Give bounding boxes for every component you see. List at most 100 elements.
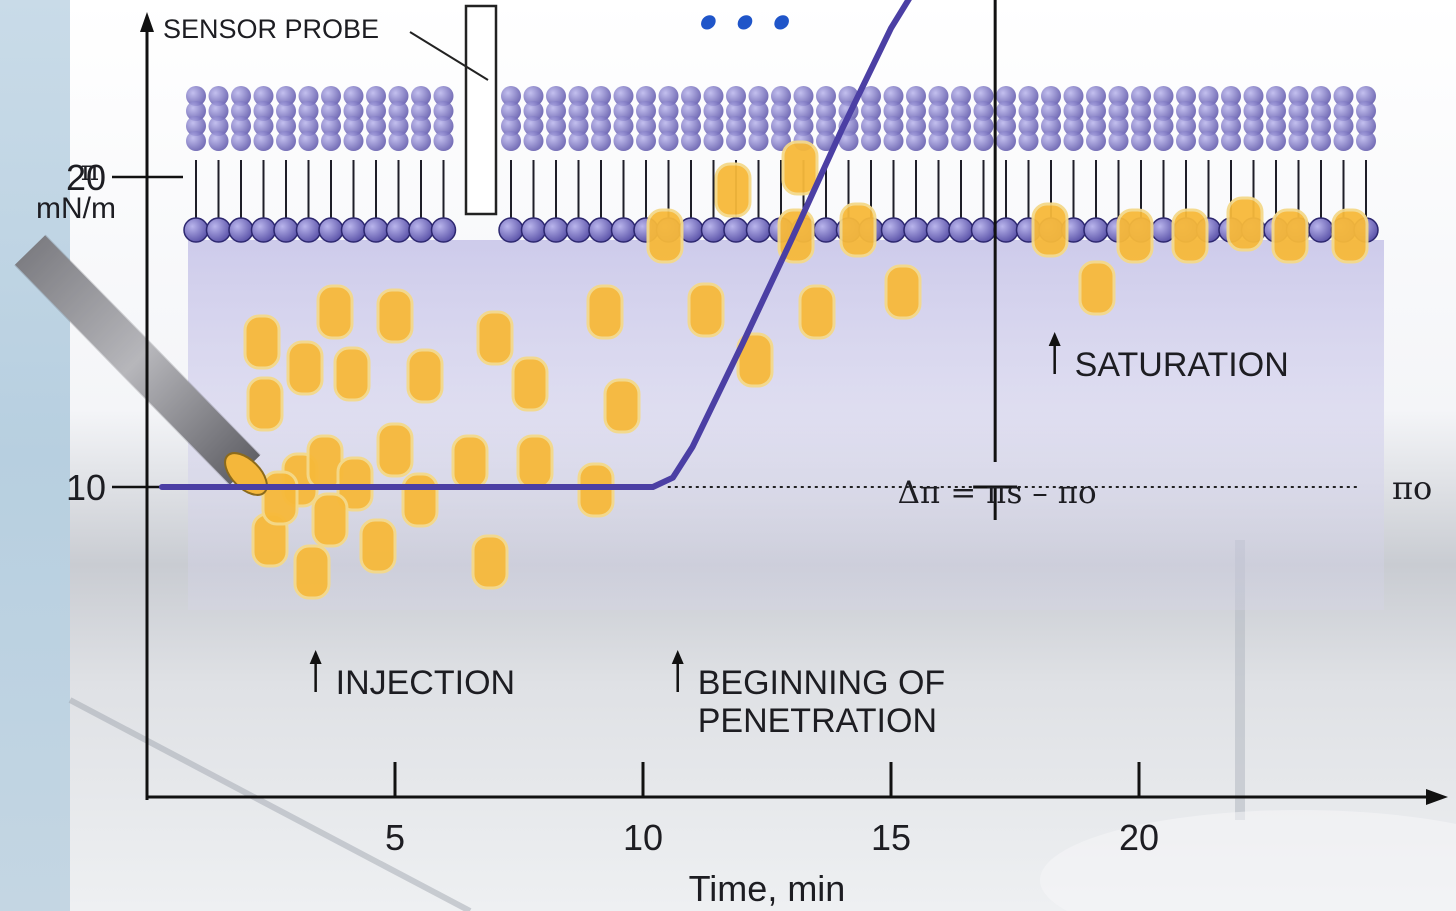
- lipid-head-back: [1198, 86, 1219, 106]
- lipid-head-back: [928, 86, 949, 106]
- lipid-head-back: [996, 86, 1016, 106]
- lipid-head-back: [321, 101, 341, 121]
- lipid-head-back: [973, 116, 994, 136]
- lipid-head-back: [1288, 131, 1309, 151]
- lipid-head: [925, 217, 952, 243]
- lipid-head-back: [1288, 116, 1309, 136]
- lipid-head: [408, 217, 434, 243]
- lipid-head-back: [231, 116, 251, 136]
- molecule: [1331, 208, 1369, 264]
- lipid-head-back: [703, 86, 724, 106]
- lipid-head-back: [681, 131, 701, 151]
- molecule: [1031, 202, 1069, 258]
- lipid-head-back: [298, 86, 319, 106]
- lipid-head-back: [1108, 101, 1129, 121]
- lipid-head-back: [726, 131, 746, 151]
- lipid-head: [543, 217, 569, 243]
- lipid-head-back: [1086, 86, 1106, 106]
- lipid-head-back: [1266, 86, 1286, 106]
- lipid-head-back: [1333, 101, 1354, 121]
- lipid-head-back: [591, 101, 611, 121]
- molecule: [736, 332, 774, 388]
- lipid-head-back: [748, 131, 769, 151]
- lipid-head: [948, 217, 974, 243]
- lipid-head: [340, 217, 367, 243]
- molecule: [1116, 208, 1154, 264]
- x-tick-label: 15: [871, 817, 911, 858]
- lipid-head: [295, 217, 322, 243]
- molecule: [451, 434, 489, 490]
- lipid-head-back: [951, 101, 971, 121]
- molecule: [646, 208, 684, 264]
- axes: [140, 12, 1448, 805]
- y-tick-label: 20: [66, 157, 106, 198]
- lipid-head-back: [1333, 116, 1354, 136]
- lipid-head-back: [928, 101, 949, 121]
- lipid-head-back: [658, 86, 679, 106]
- lipid-head-back: [1018, 101, 1039, 121]
- y-axis-symbol: π: [81, 154, 99, 187]
- y-axis-arrow: [140, 12, 154, 32]
- lipid-head-back: [388, 86, 409, 106]
- x-axis-arrow: [1426, 789, 1448, 805]
- lipid-head-back: [1333, 86, 1354, 106]
- lipid-head-back: [186, 131, 206, 151]
- lipid-head-back: [366, 131, 386, 151]
- lipid-head-back: [613, 86, 634, 106]
- x-axis-title: Time, min: [689, 868, 846, 909]
- annotation-label: BEGINNING OF: [698, 664, 945, 702]
- lipid-head-back: [1356, 116, 1376, 136]
- lipid-head: [318, 217, 344, 243]
- lipid-head-back: [411, 86, 431, 106]
- lipid-head: [700, 217, 727, 243]
- lipid-head: [430, 217, 457, 243]
- lipid-head-back: [1041, 101, 1061, 121]
- lipid-head-back: [388, 101, 409, 121]
- lipid-head-back: [1356, 131, 1376, 151]
- molecule: [471, 534, 509, 590]
- lipid-head-back: [366, 86, 386, 106]
- lipid-head: [228, 217, 254, 243]
- lipid-head-back: [658, 101, 679, 121]
- lipid-head-back: [996, 131, 1016, 151]
- molecule: [1171, 208, 1209, 264]
- lipid-head-back: [861, 101, 881, 121]
- lipid-head: [813, 217, 839, 243]
- lipid-head-back: [253, 131, 274, 151]
- lipid-head-back: [1243, 86, 1264, 106]
- injected-molecules: [243, 140, 1369, 600]
- molecule: [586, 284, 624, 340]
- lipid-head-back: [1198, 101, 1219, 121]
- lipid-head-back: [1131, 131, 1151, 151]
- molecule: [293, 544, 331, 600]
- annotation-arrow-head: [671, 650, 684, 664]
- lipid-head-back: [793, 86, 814, 106]
- molecule: [246, 376, 284, 432]
- molecule: [714, 162, 752, 218]
- lipid-head-back: [433, 101, 454, 121]
- delta-pi-text: Δπ = πs – πo: [898, 475, 1097, 511]
- lipid-head-back: [1108, 86, 1129, 106]
- lipid-head: [565, 217, 592, 243]
- lipid-head: [385, 217, 412, 243]
- lipid-monolayer: [183, 86, 1379, 243]
- lipid-head: [183, 217, 209, 243]
- lipid-head-back: [1018, 116, 1039, 136]
- lipid-head: [903, 217, 929, 243]
- lipid-head-back: [816, 131, 836, 151]
- x-tick-label: 20: [1119, 817, 1159, 858]
- lipid-head-back: [298, 131, 319, 151]
- lipid-head-back: [793, 101, 814, 121]
- lipid-head-back: [276, 131, 296, 151]
- lipid-head-back: [726, 101, 746, 121]
- lipid-head-back: [546, 116, 566, 136]
- lipid-head-back: [1243, 101, 1264, 121]
- lipid-head-back: [1063, 86, 1084, 106]
- lipid-head-back: [546, 86, 566, 106]
- annotation-label-line2: PENETRATION: [698, 702, 937, 740]
- molecule: [261, 470, 299, 526]
- lipid-head-back: [231, 86, 251, 106]
- series-line: [158, 0, 912, 490]
- axis-ticks: 1020305101520: [66, 157, 1159, 858]
- lipid-head-back: [838, 131, 859, 151]
